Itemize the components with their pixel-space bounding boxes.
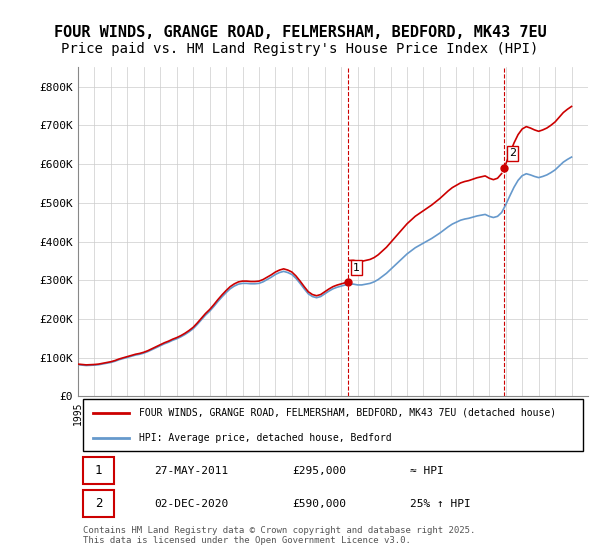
- Text: £590,000: £590,000: [292, 498, 346, 508]
- Text: Contains HM Land Registry data © Crown copyright and database right 2025.
This d: Contains HM Land Registry data © Crown c…: [83, 526, 475, 545]
- Text: 27-MAY-2011: 27-MAY-2011: [155, 465, 229, 475]
- Text: 2: 2: [509, 148, 516, 158]
- Text: Price paid vs. HM Land Registry's House Price Index (HPI): Price paid vs. HM Land Registry's House …: [61, 42, 539, 56]
- Text: ≈ HPI: ≈ HPI: [409, 465, 443, 475]
- Text: 2: 2: [95, 497, 102, 510]
- Text: 02-DEC-2020: 02-DEC-2020: [155, 498, 229, 508]
- Text: 1: 1: [353, 263, 360, 273]
- FancyBboxPatch shape: [83, 458, 114, 484]
- Text: FOUR WINDS, GRANGE ROAD, FELMERSHAM, BEDFORD, MK43 7EU: FOUR WINDS, GRANGE ROAD, FELMERSHAM, BED…: [53, 25, 547, 40]
- Text: FOUR WINDS, GRANGE ROAD, FELMERSHAM, BEDFORD, MK43 7EU (detached house): FOUR WINDS, GRANGE ROAD, FELMERSHAM, BED…: [139, 408, 556, 418]
- Text: £295,000: £295,000: [292, 465, 346, 475]
- Text: HPI: Average price, detached house, Bedford: HPI: Average price, detached house, Bedf…: [139, 433, 392, 443]
- Text: 1: 1: [95, 464, 102, 477]
- FancyBboxPatch shape: [83, 399, 583, 451]
- Text: 25% ↑ HPI: 25% ↑ HPI: [409, 498, 470, 508]
- FancyBboxPatch shape: [83, 491, 114, 517]
